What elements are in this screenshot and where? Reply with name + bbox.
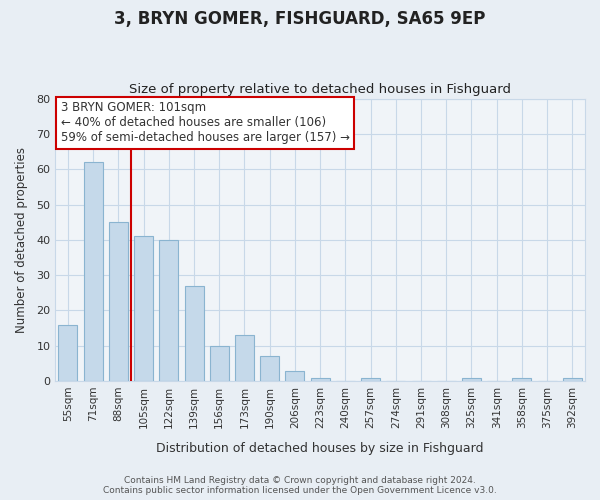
Bar: [83, 162, 103, 381]
Text: Contains HM Land Registry data © Crown copyright and database right 2024.
Contai: Contains HM Land Registry data © Crown c…: [103, 476, 497, 495]
Bar: [462, 378, 481, 381]
Text: 3, BRYN GOMER, FISHGUARD, SA65 9EP: 3, BRYN GOMER, FISHGUARD, SA65 9EP: [115, 10, 485, 28]
Bar: [260, 356, 279, 381]
Bar: [361, 378, 380, 381]
Bar: [286, 370, 304, 381]
Bar: [134, 236, 153, 381]
Bar: [160, 240, 178, 381]
Title: Size of property relative to detached houses in Fishguard: Size of property relative to detached ho…: [129, 83, 511, 96]
Text: 3 BRYN GOMER: 101sqm
← 40% of detached houses are smaller (106)
59% of semi-deta: 3 BRYN GOMER: 101sqm ← 40% of detached h…: [61, 102, 350, 144]
Y-axis label: Number of detached properties: Number of detached properties: [15, 147, 28, 333]
Bar: [563, 378, 582, 381]
Bar: [58, 324, 77, 381]
Bar: [210, 346, 229, 381]
Bar: [185, 286, 203, 381]
Bar: [109, 222, 128, 381]
X-axis label: Distribution of detached houses by size in Fishguard: Distribution of detached houses by size …: [157, 442, 484, 455]
Bar: [311, 378, 329, 381]
Bar: [512, 378, 532, 381]
Bar: [235, 335, 254, 381]
